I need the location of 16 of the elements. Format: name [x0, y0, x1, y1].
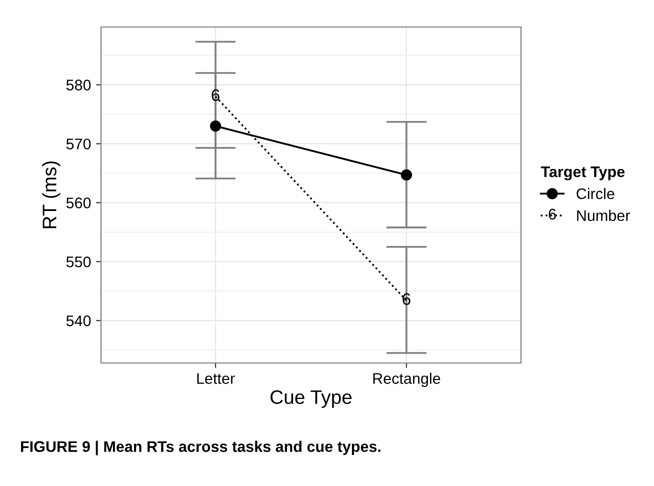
legend-label: Number	[577, 210, 630, 222]
y-axis-title: RT (ms)	[42, 161, 60, 228]
y-tick-label: 580	[66, 80, 91, 90]
y-tick-label: 550	[66, 256, 91, 268]
legend-label: Circle	[576, 188, 614, 200]
y-tick-label: 560	[66, 198, 91, 208]
y-tick-label: 570	[66, 138, 91, 150]
x-tick-label: Letter	[197, 373, 235, 384]
annotation: 6	[212, 89, 220, 102]
caption: FIGURE 9 | Mean RTs across tasks and cue types.	[21, 440, 380, 456]
y-tick-label: 540	[66, 315, 91, 326]
x-axis-title: Cue Type	[270, 390, 352, 408]
legend-title: Target Type	[540, 166, 625, 180]
text: 6	[548, 208, 556, 220]
x-tick-label: Rectangle	[373, 372, 440, 387]
annotation: 6	[402, 293, 410, 305]
